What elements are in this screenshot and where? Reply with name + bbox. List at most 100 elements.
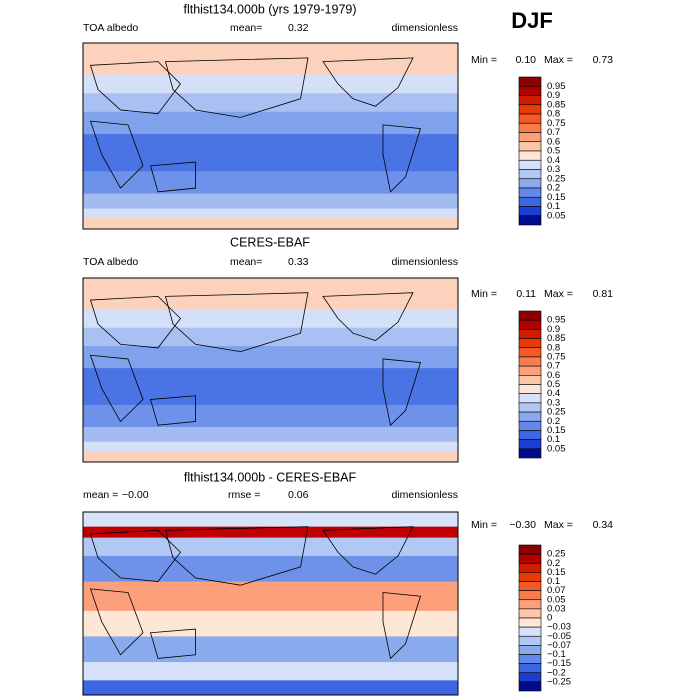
map-field (83, 662, 458, 681)
colorbar-label: 0.5 (547, 379, 560, 390)
map-field (83, 346, 458, 369)
season-label: DJF (511, 8, 553, 33)
coastline (164, 526, 309, 586)
colorbar-label: 0.9 (547, 90, 560, 101)
map-field (83, 368, 458, 406)
map-field (83, 193, 458, 210)
coastline (322, 292, 414, 342)
map-field (83, 309, 458, 329)
colorbar-label: 0.05 (547, 594, 566, 605)
panel-header: −0.00 (122, 489, 149, 501)
map-field (83, 610, 458, 637)
colorbar-box (518, 215, 542, 226)
map-field (83, 450, 458, 463)
colorbar-label: 0.2 (547, 558, 560, 569)
coastline (382, 124, 422, 193)
colorbar-label: 0.85 (547, 99, 566, 110)
max-label: Max = (544, 288, 573, 300)
colorbar-box (518, 338, 542, 349)
colorbar-box (518, 187, 542, 198)
panel-header: dimensionless (391, 256, 458, 268)
colorbar-label: 0.25 (547, 407, 566, 418)
colorbar-box (518, 329, 542, 339)
min-label: Min = (471, 288, 497, 300)
panel-header: TOA albedo (83, 256, 138, 268)
min-label: Min = (471, 54, 497, 66)
map-field (83, 680, 458, 696)
colorbar-label: 0.25 (547, 549, 566, 560)
colorbar-label: 0.4 (547, 155, 560, 166)
colorbar-box (518, 169, 542, 180)
colorbar-label: −0.03 (547, 622, 571, 633)
coastline (382, 358, 422, 427)
coastline (89, 61, 182, 115)
colorbar-box (518, 319, 542, 330)
max-value: 0.81 (593, 288, 614, 300)
colorbar-label: 0.15 (547, 425, 566, 436)
map-field (83, 208, 458, 219)
panel-header: dimensionless (391, 489, 458, 501)
map-field (83, 512, 458, 528)
panel-header: dimensionless (391, 22, 458, 34)
colorbar-box (518, 572, 542, 582)
map-field (83, 636, 458, 663)
colorbar-label: 0.6 (547, 370, 560, 381)
colorbar-box (518, 113, 542, 124)
colorbar-box (518, 430, 542, 440)
coastline (164, 57, 309, 118)
colorbar-label: 0.85 (547, 333, 566, 344)
max-label: Max = (544, 54, 573, 66)
colorbar-box (518, 599, 542, 610)
panel-header: 0.32 (288, 22, 309, 34)
map-field (83, 171, 458, 195)
colorbar-box (518, 384, 542, 394)
coastline (382, 592, 422, 660)
colorbar-box (518, 645, 542, 655)
colorbar-box (518, 150, 542, 161)
colorbar-box (518, 420, 542, 431)
colorbar-label: 0.3 (547, 397, 560, 408)
panel-header: mean = (83, 489, 118, 501)
colorbar-box (518, 544, 542, 555)
colorbar-box (518, 375, 542, 385)
panel-header: mean= (230, 256, 262, 268)
min-value: −0.30 (509, 519, 536, 531)
colorbar-box (518, 347, 542, 358)
panel-header: mean= (230, 22, 262, 34)
colorbar-box (518, 85, 542, 96)
coastline (149, 161, 196, 193)
colorbar-box (518, 439, 542, 450)
colorbar-box (518, 553, 542, 564)
min-value: 0.10 (516, 54, 537, 66)
colorbar-box (518, 672, 542, 683)
colorbar-label: 0.05 (547, 443, 566, 454)
colorbar-box (518, 159, 542, 170)
map-field (83, 134, 458, 172)
coastline (89, 529, 182, 582)
map-field (83, 217, 458, 230)
min-value: 0.11 (516, 288, 536, 300)
colorbar-label: 0.07 (547, 585, 566, 596)
panel-header: 0.33 (288, 256, 309, 268)
colorbar-box (518, 310, 542, 321)
colorbar-box (518, 104, 542, 115)
panel-header: rmse = (228, 489, 260, 501)
colorbar-label: 0.8 (547, 342, 560, 353)
colorbar-label: 0.2 (547, 416, 560, 427)
colorbar-label: 0.03 (547, 603, 566, 614)
map-field (83, 537, 458, 557)
map-frame (82, 511, 459, 696)
colorbar-label: 0.5 (547, 146, 560, 157)
colorbar-label: 0.9 (547, 324, 560, 335)
colorbar-label: 0.7 (547, 127, 560, 138)
colorbar-label: −0.05 (547, 631, 571, 642)
coastline (322, 526, 414, 575)
panel-header: 0.06 (288, 489, 309, 501)
map-field (83, 404, 458, 428)
panel-title: flthist134.000b (yrs 1979-1979) (183, 2, 356, 16)
colorbar-label: 0.75 (547, 118, 566, 129)
colorbar-label: 0.15 (547, 567, 566, 578)
map-field (83, 441, 458, 452)
map-field (83, 327, 458, 347)
